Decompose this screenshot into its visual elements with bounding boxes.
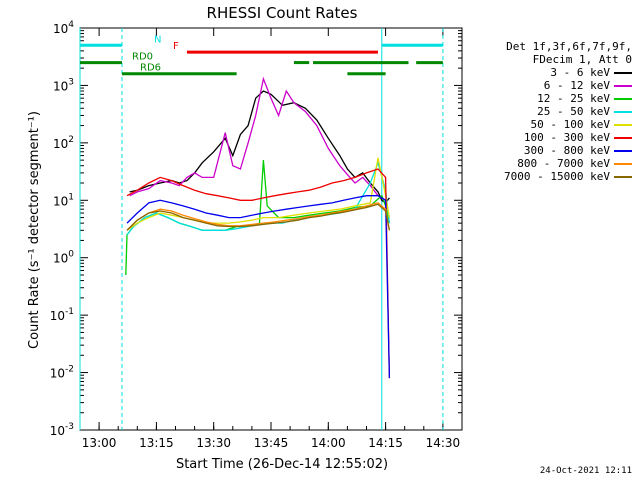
legend: Det 1f,3f,6f,7f,9f, FDecim 1, Att 0 3 - … (476, 40, 632, 183)
legend-swatch (614, 162, 632, 165)
x-axis-label: Start Time (26-Dec-14 12:55:02) (176, 457, 388, 472)
legend-swatch (614, 136, 632, 139)
x-tick-label: 13:30 (196, 436, 231, 450)
series-line (129, 76, 386, 201)
y-tick-label: 103 (53, 77, 74, 93)
x-tick-label: 14:30 (426, 436, 461, 450)
legend-entry-label: 50 - 100 keV (530, 118, 610, 131)
x-tick-label: 13:45 (254, 436, 289, 450)
y-tick-label: 10-2 (50, 365, 74, 381)
legend-entry: 25 - 50 keV (476, 105, 632, 118)
legend-entry-label: 300 - 800 keV (523, 144, 610, 157)
legend-entry: 12 - 25 keV (476, 92, 632, 105)
legend-entry-label: 3 - 6 keV (550, 66, 610, 79)
y-tick-label: 101 (53, 192, 74, 208)
series-line (129, 90, 390, 204)
legend-entry-label: 800 - 7000 keV (517, 157, 610, 170)
legend-entry: 300 - 800 keV (476, 144, 632, 157)
legend-entry: 800 - 7000 keV (476, 157, 632, 170)
legend-swatch (614, 84, 632, 87)
y-tick-label: 10-3 (50, 422, 74, 438)
chart-title: RHESSI Count Rates (207, 4, 358, 22)
x-tick-label: 13:00 (82, 436, 117, 450)
legend-entry: 100 - 300 keV (476, 131, 632, 144)
legend-entry-label: 6 - 12 keV (543, 79, 610, 92)
legend-swatch (614, 149, 632, 152)
x-tick-label: 14:00 (311, 436, 346, 450)
legend-entry-label: 12 - 25 keV (537, 92, 610, 105)
legend-entry: 6 - 12 keV (476, 79, 632, 92)
legend-entry-label: 25 - 50 keV (537, 105, 610, 118)
series-line (126, 195, 391, 379)
y-tick-label: 100 (53, 250, 74, 266)
x-tick-label: 13:15 (139, 436, 174, 450)
legend-title-line-2: FDecim 1, Att 0 (532, 53, 632, 66)
series-line (126, 157, 391, 231)
flag-label-f: F (173, 41, 179, 52)
flag-label-rd6: RD6 (140, 63, 161, 74)
flag-label-rd0: RD0 (132, 52, 153, 63)
plot-frame (79, 27, 463, 431)
y-axis-label: Count Rate (s⁻¹ detector segment⁻¹) (27, 111, 42, 349)
x-tick-label: 14:15 (368, 436, 403, 450)
legend-swatch (614, 110, 632, 113)
legend-swatch (614, 97, 632, 100)
series-line (126, 168, 391, 379)
series-line (126, 203, 391, 231)
legend-title-line-1: Det 1f,3f,6f,7f,9f, (506, 40, 632, 53)
legend-entry-label: 100 - 300 keV (523, 131, 610, 144)
legend-entry: 50 - 100 keV (476, 118, 632, 131)
series-line (126, 202, 391, 231)
y-tick-label: 102 (53, 135, 74, 151)
legend-swatch (614, 123, 632, 126)
footer-timestamp: 24-Oct-2021 12:11 (539, 466, 632, 476)
legend-swatch (614, 71, 632, 74)
y-tick-label: 104 (53, 20, 74, 36)
legend-entry-label: 7000 - 15000 keV (504, 170, 610, 183)
flag-label-n: N (154, 34, 161, 45)
y-tick-label: 10-1 (50, 307, 74, 323)
legend-entry: 7000 - 15000 keV (476, 170, 632, 183)
legend-swatch (614, 175, 632, 178)
legend-entry: 3 - 6 keV (476, 66, 632, 79)
